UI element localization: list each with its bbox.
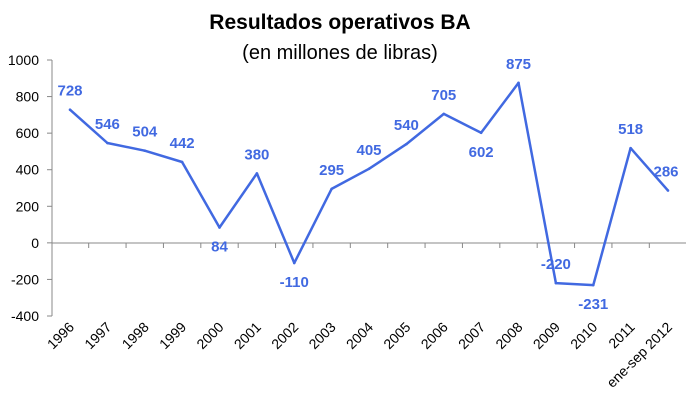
- y-tick-label: 200: [16, 198, 40, 214]
- y-tick-label: -400: [11, 308, 39, 324]
- x-tick-label: 2000: [193, 319, 226, 352]
- x-tick-label: 2003: [305, 319, 338, 352]
- data-point: [68, 108, 72, 112]
- x-tick-label: 2001: [231, 319, 264, 352]
- data-point: [106, 141, 109, 145]
- data-point: [255, 172, 259, 175]
- data-label: 286: [653, 164, 678, 181]
- x-tick-label: 2007: [455, 319, 488, 352]
- y-tick-label: -200: [11, 271, 39, 287]
- data-label: 405: [356, 142, 381, 159]
- x-tick-label: 2004: [343, 319, 376, 352]
- data-point: [143, 149, 147, 152]
- data-point: [330, 187, 333, 191]
- chart-title: Resultados operativos BA: [209, 11, 470, 34]
- x-tick-label: 2006: [418, 319, 451, 352]
- x-tick-label: 1998: [119, 319, 152, 352]
- y-tick-label: 800: [16, 89, 40, 105]
- y-tick-label: 600: [16, 125, 40, 141]
- y-tick-label: 0: [31, 235, 39, 251]
- data-label: 442: [170, 135, 195, 152]
- data-label: 504: [132, 124, 158, 141]
- data-point: [666, 189, 670, 192]
- x-tick-label: 2002: [268, 319, 301, 352]
- data-label: 540: [394, 117, 419, 134]
- chart-subtitle: (en millones de libras): [242, 42, 438, 64]
- data-point: [554, 281, 558, 285]
- y-tick-label: 1000: [8, 52, 39, 68]
- data-label: -231: [578, 296, 608, 313]
- data-point: [180, 160, 184, 164]
- data-label: 875: [506, 56, 531, 73]
- x-tick-label: 1996: [44, 319, 77, 352]
- series-line: [69, 81, 669, 287]
- data-point: [218, 226, 221, 229]
- data-point: [367, 167, 371, 171]
- data-point: [517, 81, 520, 85]
- data-point: [292, 261, 296, 265]
- y-tick-label: 400: [16, 162, 40, 178]
- x-tick-label: 2008: [492, 319, 525, 352]
- data-label: 84: [211, 238, 228, 255]
- data-label: 728: [57, 83, 82, 100]
- data-label: 518: [618, 121, 643, 138]
- data-label: 546: [95, 116, 120, 133]
- data-label: -220: [541, 256, 571, 273]
- data-point: [442, 112, 446, 116]
- data-label: 295: [319, 162, 344, 179]
- data-label: -110: [280, 274, 309, 291]
- data-point: [629, 146, 632, 150]
- x-tick-label: 2010: [567, 319, 600, 352]
- x-tick-label: 1997: [81, 319, 114, 352]
- data-point: [591, 283, 595, 287]
- data-label: 380: [244, 146, 269, 163]
- data-label: 705: [431, 87, 456, 104]
- data-point: [405, 142, 408, 146]
- x-tick-label: 2011: [605, 319, 638, 352]
- x-tick-label: 2005: [380, 319, 413, 352]
- data-label: 602: [469, 144, 494, 161]
- x-tick-label: 1999: [156, 319, 189, 352]
- x-tick-label: 2009: [530, 319, 563, 352]
- data-point: [479, 131, 483, 135]
- x-tick-label: ene-sep 2012: [603, 319, 675, 391]
